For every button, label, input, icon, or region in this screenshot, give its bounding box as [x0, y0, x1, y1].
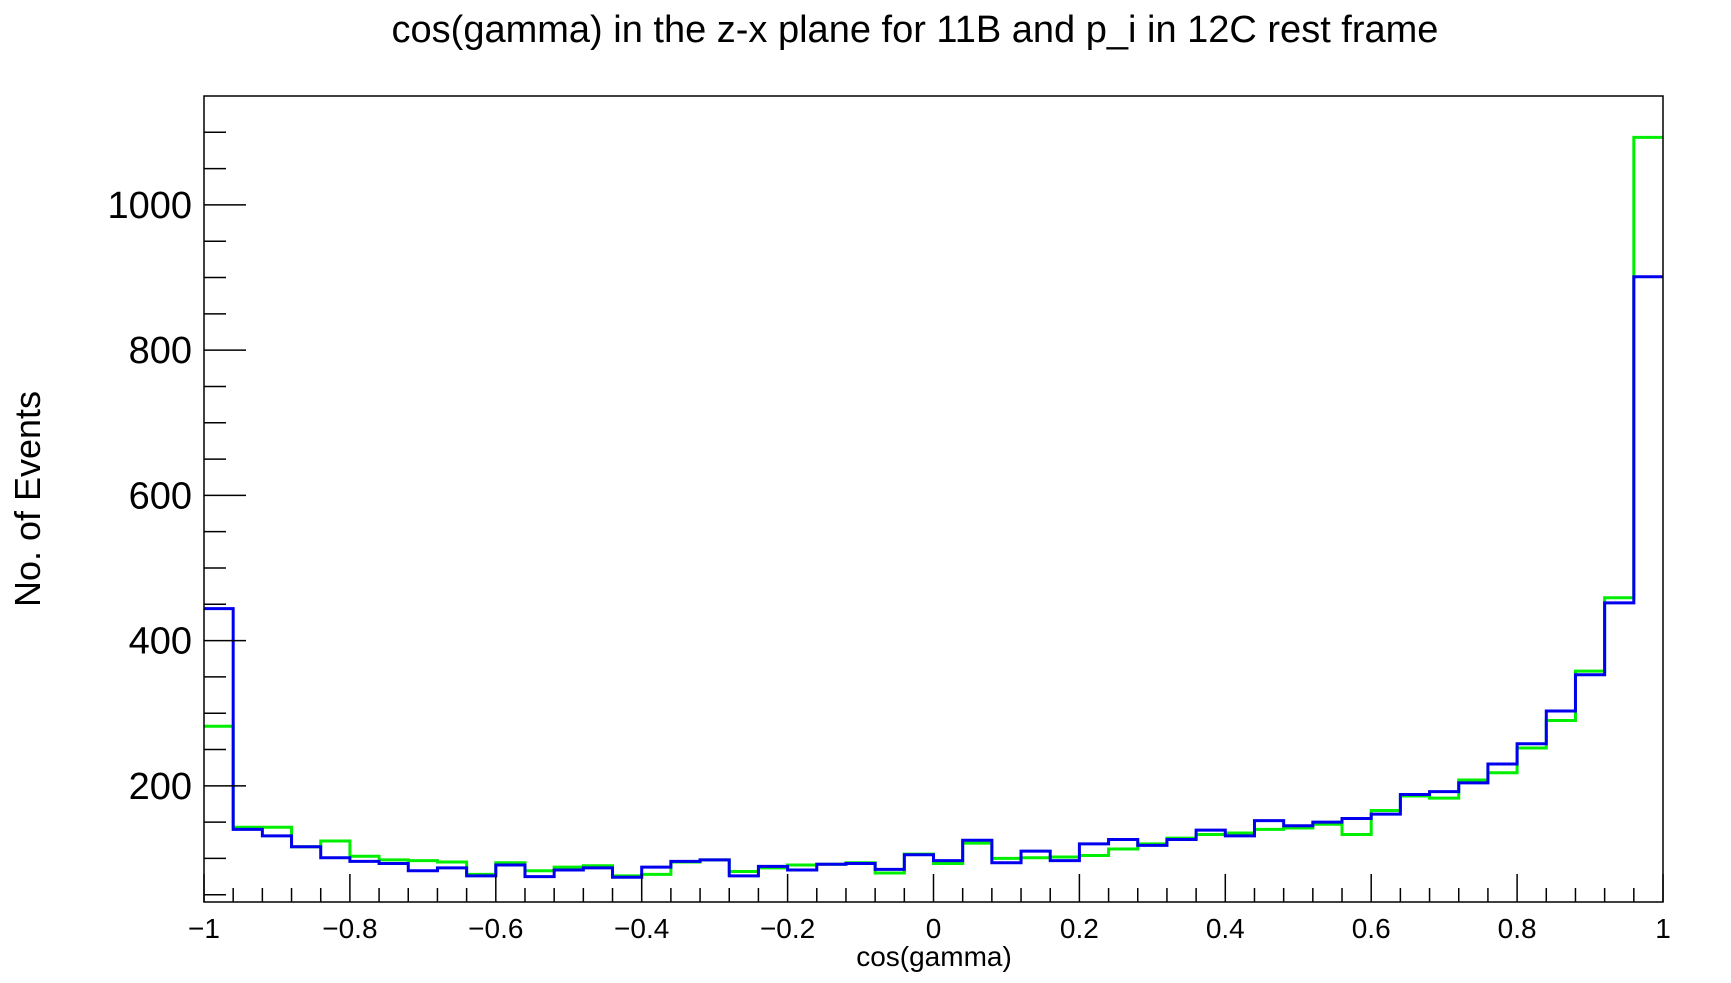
series-1 — [204, 135, 1663, 878]
x-tick-label: −0.2 — [760, 913, 815, 944]
series-layer — [204, 135, 1663, 879]
x-tick-label: 0.8 — [1498, 913, 1537, 944]
series-2 — [204, 275, 1663, 879]
chart-title: cos(gamma) in the z-x plane for 11B and … — [392, 9, 1439, 51]
y-axis-label: No. of Events — [7, 391, 48, 607]
y-tick-label: 600 — [129, 475, 192, 517]
y-axis: 200 400 600 800 1000 — [107, 131, 246, 896]
x-axis-label: cos(gamma) — [856, 941, 1012, 972]
series-line — [204, 275, 1663, 879]
x-tick-label: 1 — [1655, 913, 1671, 944]
x-axis: −1 −0.8 −0.6 −0.4 −0.2 0 0.2 0.4 0.6 0.8 1 — [188, 874, 1671, 944]
x-tick-label: −1 — [188, 913, 220, 944]
x-tick-label: −0.4 — [614, 913, 669, 944]
x-tick-label: −0.8 — [322, 913, 377, 944]
series-line — [204, 135, 1663, 878]
x-tick-label: 0.2 — [1060, 913, 1099, 944]
plot-frame — [203, 95, 1664, 903]
y-tick-label: 800 — [129, 330, 192, 372]
y-tick-label: 1000 — [107, 185, 192, 227]
x-tick-label: 0.4 — [1206, 913, 1245, 944]
x-tick-label: 0 — [926, 913, 942, 944]
x-tick-label: −0.6 — [468, 913, 523, 944]
y-tick-label: 400 — [129, 621, 192, 663]
y-tick-label: 200 — [129, 766, 192, 808]
x-tick-label: 0.6 — [1352, 913, 1391, 944]
